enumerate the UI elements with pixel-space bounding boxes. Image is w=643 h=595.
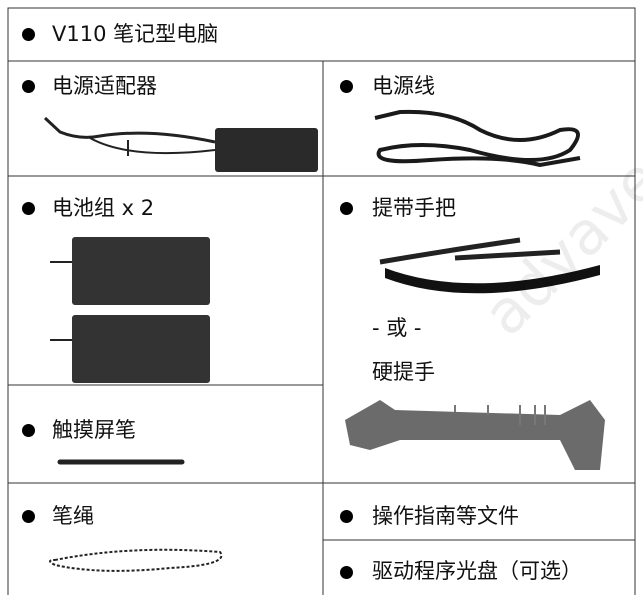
bullet — [340, 80, 353, 93]
item-label: 电源适配器 — [52, 74, 157, 98]
bullet — [340, 202, 353, 215]
item-label: - 或 - — [372, 316, 422, 340]
item-label: 电池组 x 2 — [52, 196, 155, 220]
bullet — [340, 510, 353, 523]
item-label: 笔绳 — [52, 504, 94, 528]
header-title: V110 笔记型电脑 — [52, 22, 219, 46]
bullet — [22, 424, 35, 437]
bullet — [22, 80, 35, 93]
item-label: 触摸屏笔 — [52, 418, 136, 442]
bullet — [22, 202, 35, 215]
item-label: 硬提手 — [372, 360, 435, 384]
item-label: 驱动程序光盘（可选） — [372, 559, 582, 583]
bullet — [340, 566, 353, 579]
item-label: 电源线 — [372, 74, 435, 98]
item-label: 操作指南等文件 — [372, 504, 519, 528]
bullet — [22, 510, 35, 523]
bullet — [22, 28, 35, 41]
item-label: 提带手把 — [372, 196, 456, 220]
